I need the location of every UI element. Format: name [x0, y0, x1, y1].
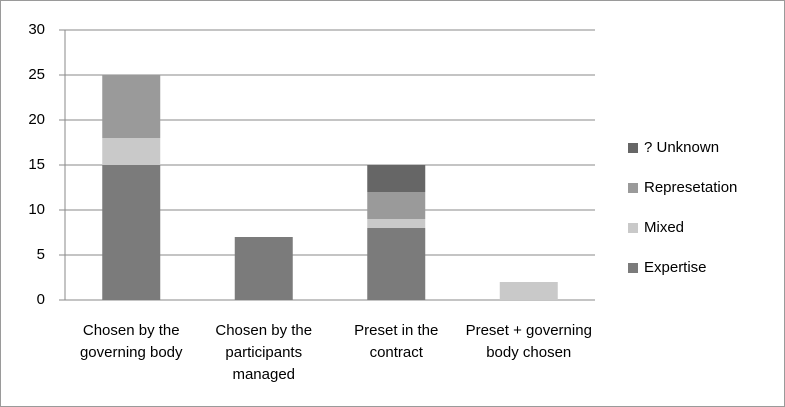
y-tick-label: 0: [37, 291, 45, 308]
legend-swatch: [628, 223, 638, 233]
legend-label: Mixed: [644, 219, 684, 236]
x-tick-label: Preset in the contract: [354, 322, 439, 361]
bar-segment: [102, 165, 161, 300]
y-tick-label: 15: [28, 156, 45, 173]
bar-segment: [102, 138, 161, 165]
x-tick-label: Chosen by the participants managed: [215, 322, 313, 383]
legend-swatch: [628, 263, 638, 273]
legend-swatch: [628, 183, 638, 193]
bar-segment: [102, 75, 161, 138]
bar-segment: [234, 237, 293, 300]
legend-label: Expertise: [644, 259, 707, 276]
bar-segment: [499, 282, 558, 300]
bar-segment: [367, 219, 426, 228]
y-tick-label: 30: [28, 21, 45, 38]
legend-label: ? Unknown: [644, 139, 719, 156]
y-tick-label: 25: [28, 66, 45, 83]
legend-label: Represetation: [644, 179, 737, 196]
y-tick-label: 10: [28, 201, 45, 218]
bar-segment: [367, 192, 426, 219]
y-tick-label: 5: [37, 246, 45, 263]
x-tick-label: Preset + governing body chosen: [465, 322, 592, 361]
y-tick-label: 20: [28, 111, 45, 128]
bar-segment: [367, 165, 426, 192]
bar-segment: [367, 228, 426, 300]
x-tick-label: Chosen by the governing body: [79, 322, 183, 361]
legend-swatch: [628, 143, 638, 153]
